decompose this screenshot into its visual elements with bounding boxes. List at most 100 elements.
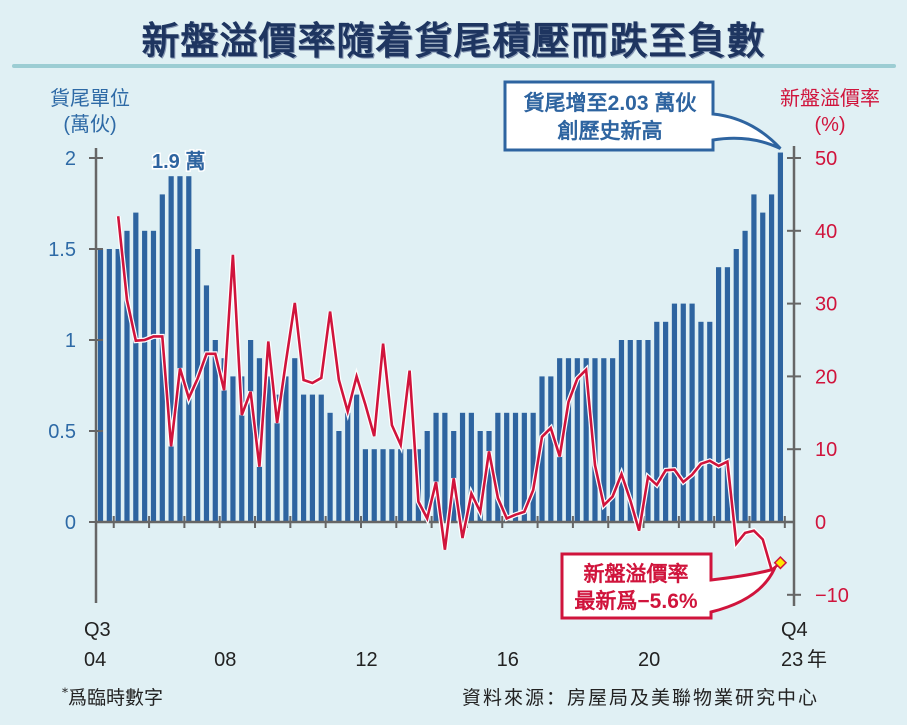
bar <box>601 358 607 522</box>
right-tick-label: 20 <box>815 366 837 388</box>
bar <box>742 230 748 523</box>
bar <box>274 394 280 522</box>
bar <box>495 412 501 522</box>
bar <box>371 449 377 522</box>
bar <box>212 340 218 522</box>
left-tick-label: 0 <box>65 512 76 534</box>
bar <box>115 249 121 522</box>
bar <box>265 376 271 522</box>
latest-value-marker <box>773 556 788 570</box>
bar <box>777 152 784 523</box>
latest-rate-callout-line1: 新盤溢價率 <box>584 562 689 586</box>
bar <box>504 412 510 522</box>
bar <box>168 176 174 522</box>
bar <box>106 249 112 522</box>
latest-rate-callout-line2: 最新爲−5.6% <box>574 589 697 613</box>
x-tick-label: 23 <box>781 649 803 671</box>
bar <box>477 431 483 522</box>
line-series <box>115 215 788 575</box>
bar <box>239 376 245 522</box>
bar <box>398 449 404 522</box>
footnote-mark: * <box>62 685 68 700</box>
bar <box>177 176 183 522</box>
bar <box>583 358 589 522</box>
record-high-callout-line1: 貨尾增至2.03 萬伙 <box>524 91 698 115</box>
axis-labels: 0 0.5 1 1.5 2 −10 0 10 20 30 40 50 04 Q3 08 12 16 20 23 Q4 年 <box>48 148 849 671</box>
bar <box>124 230 130 523</box>
left-axis-title: 貨尾單位 (萬伙) <box>30 86 150 138</box>
bar <box>512 412 519 522</box>
bar <box>707 321 713 522</box>
bar <box>353 394 360 522</box>
bar <box>698 321 704 522</box>
bar <box>751 194 757 522</box>
peak-annotation: 1.9 萬 <box>152 150 205 173</box>
bar <box>362 449 368 522</box>
bar <box>768 194 775 522</box>
bar <box>610 358 616 522</box>
bar <box>716 267 722 522</box>
bar <box>733 249 739 522</box>
bar <box>195 249 201 522</box>
bar <box>406 449 413 522</box>
bar <box>680 303 686 522</box>
bar <box>565 358 572 522</box>
bar <box>627 340 633 522</box>
right-tick-label: 10 <box>815 439 837 461</box>
right-tick-label: 0 <box>815 512 826 534</box>
bar <box>318 394 324 522</box>
bar <box>530 412 536 522</box>
bar <box>283 376 289 522</box>
bar <box>203 285 210 522</box>
bar <box>230 376 236 522</box>
bar <box>451 431 457 522</box>
left-tick-label: 0.5 <box>48 421 76 443</box>
bar <box>309 394 316 522</box>
right-axis-title-line2: (%) <box>814 114 846 136</box>
x-tick-label: 08 <box>214 649 236 671</box>
left-axis-title-line1: 貨尾單位 <box>50 88 130 110</box>
bar <box>521 412 527 522</box>
bar <box>292 358 298 522</box>
bar <box>548 376 554 522</box>
x-tick-label: 16 <box>497 649 519 671</box>
footnote: *爲臨時數字 <box>62 683 163 710</box>
bar <box>186 176 192 522</box>
bar <box>389 449 395 522</box>
x-tick-label: 20 <box>638 649 660 671</box>
x-tick-quarter-label: Q4 <box>781 619 808 641</box>
bar-series <box>97 152 784 523</box>
chart-title: 新盤溢價率隨着貨尾積壓而跌至負數 <box>141 18 766 63</box>
record-high-callout-line2: 創歷史新高 <box>558 119 663 143</box>
title-divider <box>12 64 896 68</box>
right-tick-label: 40 <box>815 221 837 243</box>
left-tick-label: 2 <box>65 148 76 170</box>
bar <box>133 212 139 522</box>
bar <box>424 431 430 522</box>
bar <box>248 340 254 522</box>
bar <box>654 321 660 522</box>
bar <box>557 358 563 522</box>
bar <box>574 358 580 522</box>
bar <box>142 230 148 523</box>
premium-rate-line <box>116 216 782 573</box>
bar <box>336 431 342 522</box>
bar <box>345 412 351 522</box>
left-tick-label: 1 <box>65 330 76 352</box>
bar <box>671 303 678 522</box>
bar <box>636 340 642 522</box>
bar <box>724 267 731 522</box>
record-high-callout-box <box>503 80 782 152</box>
bar <box>468 412 474 522</box>
bar <box>150 230 157 523</box>
right-axis-title-line1: 新盤溢價率 <box>780 88 880 110</box>
bar <box>459 412 466 522</box>
x-tick-quarter-label: Q3 <box>84 619 111 641</box>
x-axis-unit-label: 年 <box>807 647 827 671</box>
bar <box>760 212 766 522</box>
left-axis-title-line2: (萬伙) <box>63 114 117 136</box>
x-tick-label: 12 <box>355 649 377 671</box>
bar <box>221 358 227 522</box>
